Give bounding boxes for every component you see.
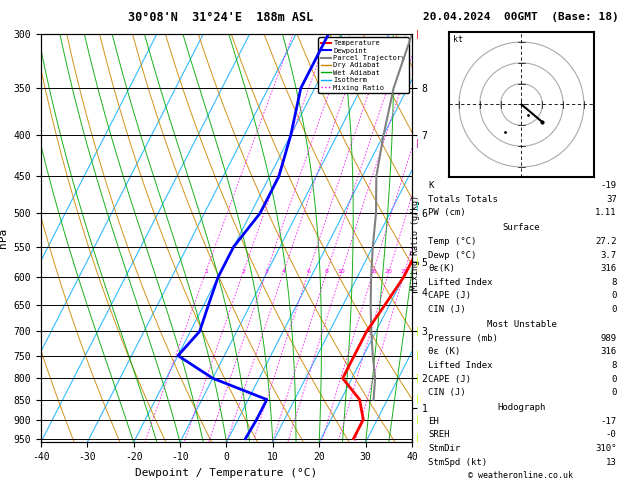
Text: PW (cm): PW (cm) [428, 208, 466, 217]
Text: 10: 10 [338, 269, 345, 274]
Text: 0: 0 [611, 375, 616, 383]
Text: Surface: Surface [503, 224, 540, 232]
Text: CAPE (J): CAPE (J) [428, 292, 471, 300]
Text: 8: 8 [611, 361, 616, 370]
Text: Mixing Ratio (g/kg): Mixing Ratio (g/kg) [411, 195, 420, 291]
Text: kt: kt [453, 35, 463, 44]
Text: Dewp (°C): Dewp (°C) [428, 251, 477, 260]
Text: 0: 0 [611, 388, 616, 397]
Text: 25: 25 [401, 269, 409, 274]
Text: |: | [416, 374, 418, 383]
Text: 0: 0 [611, 305, 616, 314]
Text: 310°: 310° [595, 444, 616, 453]
Text: Lifted Index: Lifted Index [428, 278, 493, 287]
Text: |: | [416, 202, 418, 211]
Text: 316: 316 [601, 347, 616, 356]
Text: |: | [416, 415, 418, 424]
Text: 0: 0 [611, 292, 616, 300]
Text: 6: 6 [307, 269, 311, 274]
Text: 3: 3 [265, 269, 269, 274]
Legend: Temperature, Dewpoint, Parcel Trajectory, Dry Adiabat, Wet Adiabat, Isotherm, Mi: Temperature, Dewpoint, Parcel Trajectory… [318, 37, 408, 93]
Text: 20.04.2024  00GMT  (Base: 18): 20.04.2024 00GMT (Base: 18) [423, 12, 619, 22]
Text: K: K [428, 181, 433, 190]
Text: 27.2: 27.2 [595, 237, 616, 246]
Text: |: | [416, 351, 418, 360]
Text: 1.11: 1.11 [595, 208, 616, 217]
Text: -19: -19 [601, 181, 616, 190]
Text: 316: 316 [601, 264, 616, 273]
Text: |: | [416, 139, 418, 148]
Text: |: | [416, 327, 418, 336]
Text: θε (K): θε (K) [428, 347, 460, 356]
Text: CIN (J): CIN (J) [428, 305, 466, 314]
Text: -0: -0 [606, 431, 616, 439]
Text: Lifted Index: Lifted Index [428, 361, 493, 370]
Text: Pressure (mb): Pressure (mb) [428, 334, 498, 343]
Text: |: | [416, 258, 418, 267]
Text: Hodograph: Hodograph [498, 403, 545, 412]
Text: Most Unstable: Most Unstable [486, 320, 557, 329]
Y-axis label: hPa: hPa [0, 228, 8, 248]
Text: 30°08'N  31°24'E  188m ASL: 30°08'N 31°24'E 188m ASL [128, 11, 313, 23]
Text: 37: 37 [606, 195, 616, 204]
Text: |: | [416, 434, 418, 443]
Text: CIN (J): CIN (J) [428, 388, 466, 397]
Text: Totals Totals: Totals Totals [428, 195, 498, 204]
Text: 1: 1 [204, 269, 208, 274]
Text: 20: 20 [385, 269, 392, 274]
Text: 989: 989 [601, 334, 616, 343]
Text: |: | [416, 395, 418, 404]
Text: 2: 2 [242, 269, 245, 274]
Text: 3.7: 3.7 [601, 251, 616, 260]
Text: 13: 13 [606, 458, 616, 467]
Text: 8: 8 [325, 269, 329, 274]
Text: © weatheronline.co.uk: © weatheronline.co.uk [469, 471, 573, 480]
Text: StmSpd (kt): StmSpd (kt) [428, 458, 487, 467]
Text: EH: EH [428, 417, 439, 426]
Text: CAPE (J): CAPE (J) [428, 375, 471, 383]
Text: 8: 8 [611, 278, 616, 287]
Text: -17: -17 [601, 417, 616, 426]
Text: |: | [416, 30, 418, 38]
Text: 16: 16 [369, 269, 377, 274]
Text: Temp (°C): Temp (°C) [428, 237, 477, 246]
Y-axis label: km
ASL: km ASL [449, 33, 464, 52]
Text: θε(K): θε(K) [428, 264, 455, 273]
Text: 4: 4 [282, 269, 286, 274]
X-axis label: Dewpoint / Temperature (°C): Dewpoint / Temperature (°C) [135, 468, 318, 478]
Text: SREH: SREH [428, 431, 450, 439]
Text: StmDir: StmDir [428, 444, 460, 453]
